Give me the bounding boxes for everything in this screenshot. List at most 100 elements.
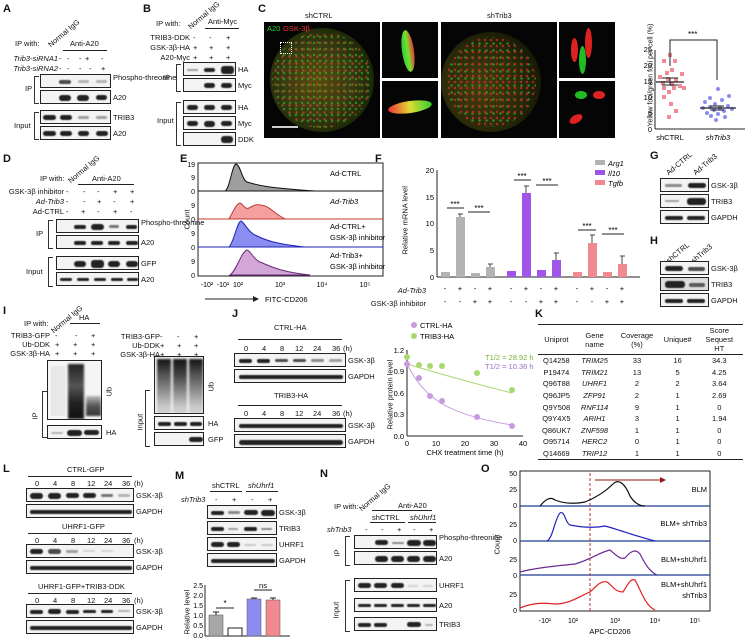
svg-text:0.0: 0.0: [193, 633, 203, 638]
table-row: Q9Y4X5 ARIH1 3 1 1.94: [542, 414, 727, 424]
svg-text:CHX treatment time (h): CHX treatment time (h): [426, 448, 504, 457]
svg-text:-: -: [510, 284, 513, 293]
svg-text:ns: ns: [259, 581, 267, 590]
table-row: Q96JP5 ZFP91 2 1 2.69: [542, 391, 727, 401]
svg-text:***: ***: [608, 226, 617, 235]
micrograph-3d-zoom-2: [382, 81, 438, 138]
table-row: O95714 HERC2 0 1 0: [543, 437, 722, 447]
blot-phospho-threonine: [40, 74, 111, 88]
svg-text:***: ***: [517, 172, 526, 181]
svg-text:5: 5: [430, 246, 434, 255]
svg-text:0: 0: [513, 608, 517, 615]
row-label: Trib3-siRNA2: [13, 64, 58, 73]
blot-trib3: [40, 110, 111, 124]
svg-text:-: -: [525, 297, 528, 306]
svg-text:0.6: 0.6: [394, 389, 404, 398]
svg-text:***: ***: [450, 200, 459, 209]
svg-text:+: +: [554, 284, 559, 293]
svg-text:Ad-Trib3+: Ad-Trib3+: [330, 251, 363, 260]
svg-text:19: 19: [187, 162, 195, 169]
svg-text:0: 0: [191, 273, 195, 280]
svg-text:+: +: [620, 297, 625, 306]
svg-text:1.5: 1.5: [193, 603, 203, 610]
svg-text:20: 20: [461, 439, 469, 448]
svg-text:Il10: Il10: [608, 169, 621, 178]
svg-text:2.5: 2.5: [193, 583, 203, 590]
micrograph-3d-zoom-1: [382, 22, 438, 78]
svg-text:40: 40: [519, 439, 527, 448]
svg-text:10: 10: [426, 219, 434, 228]
table-row: P19474 TRIM21 13 5 4.25: [543, 367, 727, 377]
svg-text:TRIB3-HA: TRIB3-HA: [420, 332, 454, 341]
svg-text:0: 0: [513, 538, 517, 545]
bar-chart-m: 2.5 2.0 1.5 1.0 0.5 0.0 * ns: [193, 581, 290, 638]
table-row: Q14669 TRIP12 1 1 0: [543, 449, 722, 459]
svg-text:BLM: BLM: [692, 485, 707, 494]
svg-text:0.9: 0.9: [394, 367, 404, 376]
svg-text:+: +: [605, 297, 610, 306]
svg-text:2.0: 2.0: [193, 593, 203, 600]
micrograph-shctrl: A20 GSK-3β: [264, 22, 380, 138]
svg-text:15: 15: [644, 77, 652, 86]
svg-text:0.3: 0.3: [394, 410, 404, 419]
micrograph-shtrib3: [441, 22, 557, 138]
svg-text:9: 9: [191, 231, 195, 238]
svg-text:9: 9: [191, 259, 195, 266]
svg-text:APC-CD206: APC-CD206: [589, 627, 630, 636]
svg-text:shTrib3: shTrib3: [682, 591, 707, 600]
svg-text:-10¹: -10¹: [539, 618, 552, 625]
svg-text:-: -: [474, 284, 477, 293]
histogram-e: 19 9 0 9 0 9 0 9 0 -10² -10¹ 10² 10³ 10⁴ 10⁵ FIT…: [187, 162, 385, 304]
antibody-label: Anti-A20: [70, 39, 99, 48]
svg-text:***: ***: [582, 222, 591, 231]
svg-text:30: 30: [490, 439, 498, 448]
svg-text:shTrib3: shTrib3: [706, 133, 731, 142]
blot-a20-input: [40, 126, 111, 140]
svg-text:0.5: 0.5: [193, 623, 203, 630]
svg-text:CTRL-HA: CTRL-HA: [420, 321, 453, 330]
svg-text:Arg1: Arg1: [607, 159, 624, 168]
micrograph-3d-zoom-3: [559, 22, 615, 78]
micrograph-3d-zoom-4: [559, 81, 615, 138]
svg-text:-: -: [576, 297, 579, 306]
svg-text:5: 5: [648, 109, 652, 118]
svg-text:0.0: 0.0: [394, 432, 404, 441]
condition-shtrib3: shTrib3: [487, 11, 512, 20]
svg-text:-: -: [444, 297, 447, 306]
svg-text:9: 9: [191, 203, 195, 210]
svg-text:-: -: [459, 297, 462, 306]
svg-text:10⁵: 10⁵: [690, 618, 701, 625]
row-label: Trib3-siRNA1: [13, 54, 58, 63]
svg-text:50: 50: [509, 471, 517, 478]
svg-text:0: 0: [191, 217, 195, 224]
svg-text:25: 25: [509, 487, 517, 494]
svg-text:Ad-CTRL+: Ad-CTRL+: [330, 222, 366, 231]
svg-text:0: 0: [648, 125, 652, 134]
svg-text:Tgfb: Tgfb: [608, 179, 623, 188]
svg-text:+: +: [590, 284, 595, 293]
svg-text:-: -: [444, 284, 447, 293]
svg-text:10²: 10²: [233, 282, 244, 289]
svg-text:+: +: [473, 297, 478, 306]
svg-text:0: 0: [191, 245, 195, 252]
svg-text:10³: 10³: [610, 618, 621, 625]
svg-text:-: -: [606, 284, 609, 293]
svg-text:0: 0: [430, 273, 434, 282]
svg-text:-10²: -10²: [201, 282, 214, 289]
svg-text:*: *: [223, 599, 226, 608]
svg-text:***: ***: [542, 177, 551, 186]
svg-text:10: 10: [432, 439, 440, 448]
svg-text:-10¹: -10¹: [217, 282, 230, 289]
svg-text:0: 0: [513, 503, 517, 510]
ip-with-label: IP with:: [15, 39, 40, 48]
svg-text:20: 20: [644, 61, 652, 70]
table-row: Q14258 TRIM25 33 16 34.3: [543, 356, 727, 366]
svg-text:+: +: [554, 297, 559, 306]
svg-text:10⁵: 10⁵: [360, 282, 371, 289]
line-chart-j: CTRL-HA TRIB3-HA 1.2 0.9 0.6 0.3 0.0 0 10 20 30…: [394, 321, 534, 457]
panel-label-a: A: [3, 3, 11, 15]
svg-text:Ad-CTRL: Ad-CTRL: [330, 169, 361, 178]
table-row: Q86UK7 ZNF598 1 1 0: [542, 425, 722, 435]
svg-text:T1/2 = 28.92 h: T1/2 = 28.92 h: [485, 353, 534, 362]
svg-text:shCTRL: shCTRL: [656, 133, 684, 142]
